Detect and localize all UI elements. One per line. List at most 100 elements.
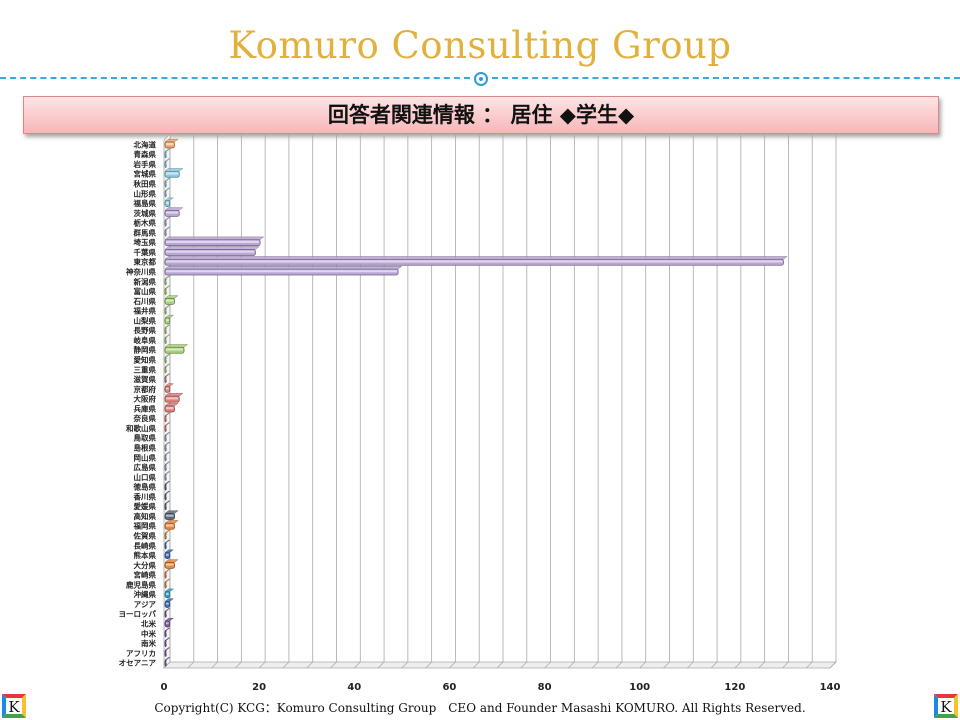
bar-top <box>164 178 171 182</box>
bar-highlight <box>166 240 260 243</box>
y-category-label: 佐賀県 <box>133 531 157 541</box>
bar-highlight <box>166 455 167 459</box>
bar-highlight <box>166 504 167 507</box>
bar-highlight <box>166 270 398 273</box>
gridline-floor <box>211 661 218 669</box>
gridline-floor <box>710 661 718 669</box>
bar-highlight <box>166 250 255 253</box>
gridline-floor <box>472 661 480 669</box>
bar-top <box>164 393 184 397</box>
logo-letter: K <box>940 698 952 716</box>
y-category-label: アジア <box>134 600 157 609</box>
bar-top <box>164 334 171 338</box>
circle-dot-icon <box>474 72 488 86</box>
bar-top <box>164 510 179 514</box>
bar-top <box>164 266 403 270</box>
y-category-label: 香川県 <box>133 491 157 501</box>
copyright-text: Copyright(C) KCG：Komuro Consulting Group… <box>154 701 806 715</box>
gridline-floor <box>306 661 313 669</box>
y-category-label: ヨーロッパ <box>119 609 157 619</box>
gridline-floor <box>591 661 599 669</box>
bar-highlight <box>166 495 167 498</box>
bar-top <box>164 344 189 348</box>
y-category-label: 長野県 <box>134 325 157 335</box>
y-category-label: 埼玉県 <box>134 237 157 247</box>
gridline-floor <box>449 661 456 669</box>
y-category-label: 大分県 <box>134 560 157 570</box>
bar-top <box>164 246 260 250</box>
bar-highlight <box>166 534 167 537</box>
bar-highlight <box>166 407 174 410</box>
bar-top <box>164 422 171 426</box>
bar-highlight <box>166 387 169 390</box>
x-tick-label: 120 <box>724 682 745 693</box>
y-category-label: 奈良県 <box>133 413 157 423</box>
gridline-floor <box>734 661 742 669</box>
bar-top <box>164 588 175 592</box>
gridline-floor <box>496 661 504 669</box>
gridline-floor <box>258 661 266 669</box>
bar-top <box>164 500 171 504</box>
gridline-floor <box>687 661 694 669</box>
bar-highlight <box>166 602 169 605</box>
bar-highlight <box>166 377 167 380</box>
bar-highlight <box>166 573 167 576</box>
x-tick-label: 20 <box>252 682 266 693</box>
bar-highlight <box>166 289 167 292</box>
y-category-label: 栃木県 <box>134 218 157 228</box>
bar-highlight <box>166 485 167 488</box>
gridline-floor <box>520 661 528 669</box>
y-category-label: 滋賀県 <box>134 374 157 384</box>
bar-top <box>164 412 171 416</box>
gridline-floor <box>401 661 409 669</box>
y-category-label: 中米 <box>141 628 156 638</box>
bar-highlight <box>166 358 167 361</box>
bar-highlight <box>166 397 179 400</box>
section-banner: 回答者関連情報 ： 居住 ◆学生◆ <box>23 96 939 134</box>
y-category-label: オセアニア <box>119 659 157 668</box>
bar-top <box>164 657 171 661</box>
bar-highlight <box>166 162 167 165</box>
gridline-floor <box>544 661 551 669</box>
bar-top <box>164 187 171 191</box>
bar-top <box>164 354 171 358</box>
bar-highlight <box>166 612 167 615</box>
bar-top <box>164 285 171 289</box>
bar-top <box>164 217 171 221</box>
y-category-label: 高知県 <box>134 511 157 521</box>
bar-highlight <box>166 143 174 146</box>
bar-top <box>164 138 179 143</box>
bar-highlight <box>166 231 167 234</box>
bar-highlight <box>166 191 167 195</box>
y-category-label: 群馬県 <box>133 227 157 237</box>
y-category-label: 京都府 <box>134 384 157 394</box>
y-category-label: 新潟県 <box>134 276 157 286</box>
bar-top <box>164 158 171 162</box>
bar-highlight <box>166 446 167 449</box>
bar-top <box>164 490 171 495</box>
x-tick-label: 80 <box>538 682 552 693</box>
bar-highlight <box>166 622 169 625</box>
bar-top <box>164 148 171 152</box>
bar-highlight <box>166 514 174 517</box>
bar-highlight <box>166 328 167 331</box>
gridline-floor <box>163 661 171 669</box>
bar-top <box>164 549 175 553</box>
y-category-label: 福岡県 <box>133 521 157 531</box>
y-category-label: 愛媛県 <box>134 501 157 511</box>
y-category-label: 山形県 <box>134 188 157 198</box>
y-category-label: 愛知県 <box>134 355 157 365</box>
y-category-label: 沖縄県 <box>134 589 157 599</box>
gridline-floor <box>568 661 575 669</box>
bar-top <box>164 236 265 240</box>
bar-highlight <box>166 592 169 595</box>
y-category-label: 青森県 <box>134 149 157 159</box>
y-category-label: 福井県 <box>133 306 157 316</box>
gridline-floor <box>187 661 195 669</box>
y-category-label: 岡山県 <box>134 452 157 462</box>
bar-highlight <box>166 182 167 185</box>
gridline-floor <box>639 661 646 669</box>
bar-highlight <box>166 475 167 478</box>
bar-highlight <box>166 279 167 283</box>
y-category-label: 石川県 <box>133 296 157 306</box>
